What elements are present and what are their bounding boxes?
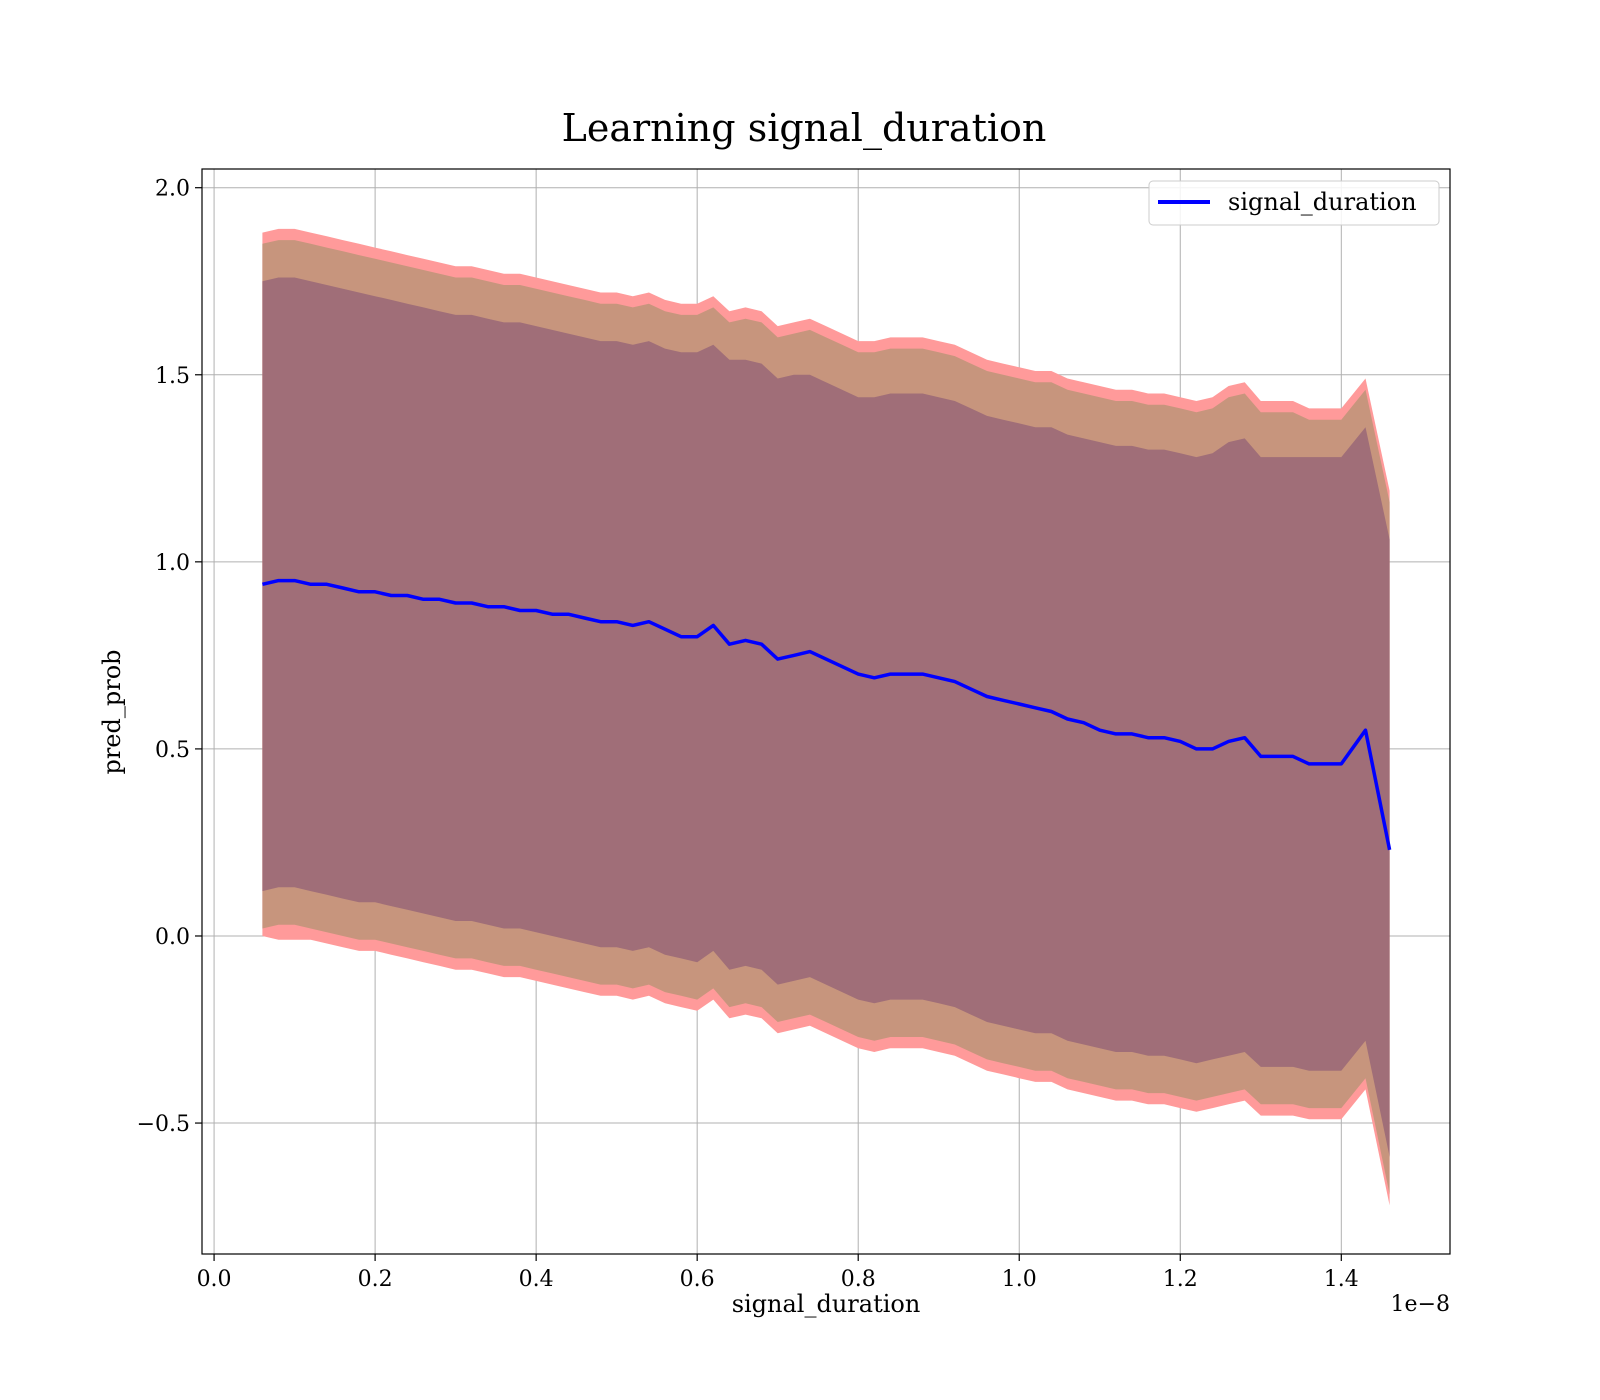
y-tick-label: 0.0 [155,925,190,950]
y-tick-label: −0.5 [137,1112,190,1137]
y-axis-label: pred_prob [98,649,126,774]
x-tick-label: 0.8 [841,1267,876,1292]
x-tick-label: 1.2 [1163,1267,1198,1292]
legend-label: signal_duration [1228,188,1417,216]
y-tick-label: 1.0 [155,551,190,576]
series-lines [262,578,1392,851]
confidence-bands [262,228,1390,1206]
x-tick-label: 1.0 [1002,1267,1037,1292]
chart-title: Learning signal_duration [562,106,1047,151]
series-line [262,578,1392,851]
x-tick-label: 1.4 [1324,1267,1359,1292]
x-tick-label: 0.4 [519,1267,554,1292]
x-tick-label: 0.0 [197,1267,232,1292]
y-axis: −0.5 0.0 0.5 1.0 1.5 2.0 [137,177,202,1137]
y-tick-label: 2.0 [155,177,190,202]
y-tick-label: 1.5 [155,364,190,389]
x-axis-label: signal_duration [732,1290,921,1318]
plot-frame [201,168,1451,1255]
legend: signal_duration [1148,180,1440,226]
legend-box [1148,180,1440,226]
x-tick-label: 0.2 [358,1267,393,1292]
y-tick-label: 0.5 [155,738,190,763]
x-offset-label: 1e−8 [1391,1292,1450,1317]
band-inner [262,277,1390,1157]
x-axis: 0.0 0.2 0.4 0.6 0.8 1.0 1.2 1.4 [197,1254,1359,1292]
x-tick-label: 0.6 [680,1267,715,1292]
